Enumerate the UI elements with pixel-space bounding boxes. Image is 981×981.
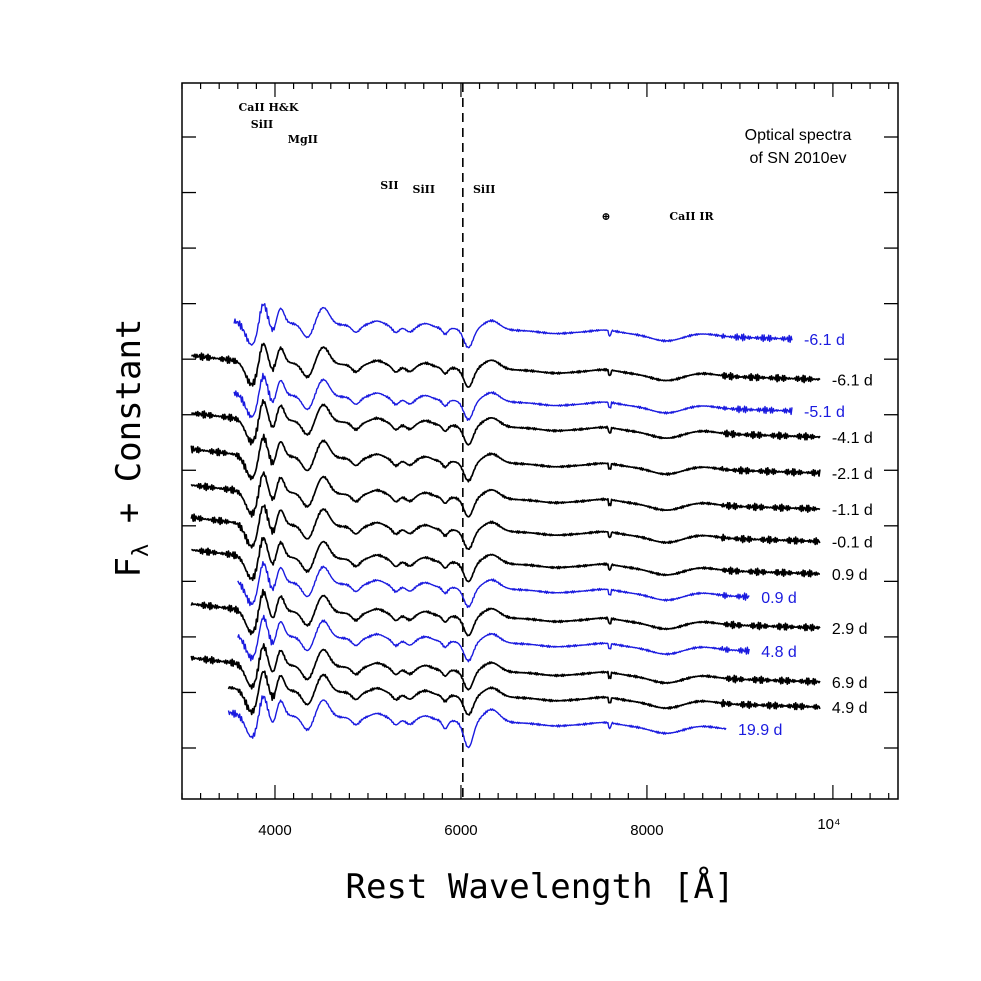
spectrum-10 [190,588,821,637]
spectrum-3 [233,372,793,421]
epoch-label: 2.9 d [832,621,868,638]
y-axis-title-subscript: λ [129,544,154,557]
line-id-label: ⊕ [601,210,610,223]
line-id-label: SiII [473,183,495,196]
y-axis-title-main: F [109,557,149,577]
epoch-label: -2.1 d [832,466,873,483]
annotation-line-1: Optical spectra [745,127,852,144]
spectra-series [190,303,821,749]
line-id-label: SiII [413,183,435,196]
epoch-label: 0.9 d [832,567,868,584]
epoch-labels: -6.1 d -6.1 d -5.1 d -4.1 d -2.1 d -1.1 d -0.1… [738,332,873,739]
epoch-label: 4.9 d [832,700,868,717]
epoch-label: -5.1 d [804,404,845,421]
epoch-label: -4.1 d [832,430,873,447]
epoch-label: 19.9 d [738,722,782,739]
epoch-label: 0.9 d [761,590,797,607]
spectrum-13 [227,670,821,716]
line-id-label: SII [380,179,398,192]
x-tick-label-1e4: 10⁴ [817,816,840,833]
x-tick-label: 6000 [444,822,477,839]
spectrum-4 [191,399,821,446]
y-axis-ticks [182,136,898,749]
spectrum-11 [237,614,750,663]
epoch-label: -1.1 d [832,502,873,519]
spectrum-5 [190,433,821,483]
epoch-label: -0.1 d [832,534,873,551]
x-tick-label: 8000 [630,822,663,839]
plot-frame [181,82,899,800]
spectrum-6 [190,471,821,518]
x-tick-label: 4000 [258,822,291,839]
line-identifications: CaII H&K SiII MgII SII SiII SiII ⊕ CaII IR [239,101,715,223]
line-id-label: SiII [251,118,273,131]
y-axis-title: Fλ + Constant [109,319,154,578]
spectrum-2 [191,342,821,388]
line-id-label: CaII IR [669,210,714,223]
spectrum-12 [190,643,821,691]
epoch-label: 4.8 d [761,644,797,661]
epoch-label: -6.1 d [804,332,845,349]
spectrum-1 [233,303,793,349]
spectrum-14 [227,695,727,749]
spectrum-9 [237,561,750,609]
line-id-label: CaII H&K [239,101,299,114]
epoch-label: -6.1 d [832,372,873,389]
spectrum-7 [190,504,821,551]
annotation-line-2: of SN 2010ev [750,150,847,167]
spectrum-8 [191,536,821,583]
x-axis-title: Rest Wavelength [Å] [346,866,735,907]
epoch-label: 6.9 d [832,675,868,692]
line-id-label: MgII [288,133,318,146]
x-axis-ticks: 4000 6000 8000 10⁴ [181,83,890,839]
y-axis-title-rest: + Constant [109,319,149,544]
